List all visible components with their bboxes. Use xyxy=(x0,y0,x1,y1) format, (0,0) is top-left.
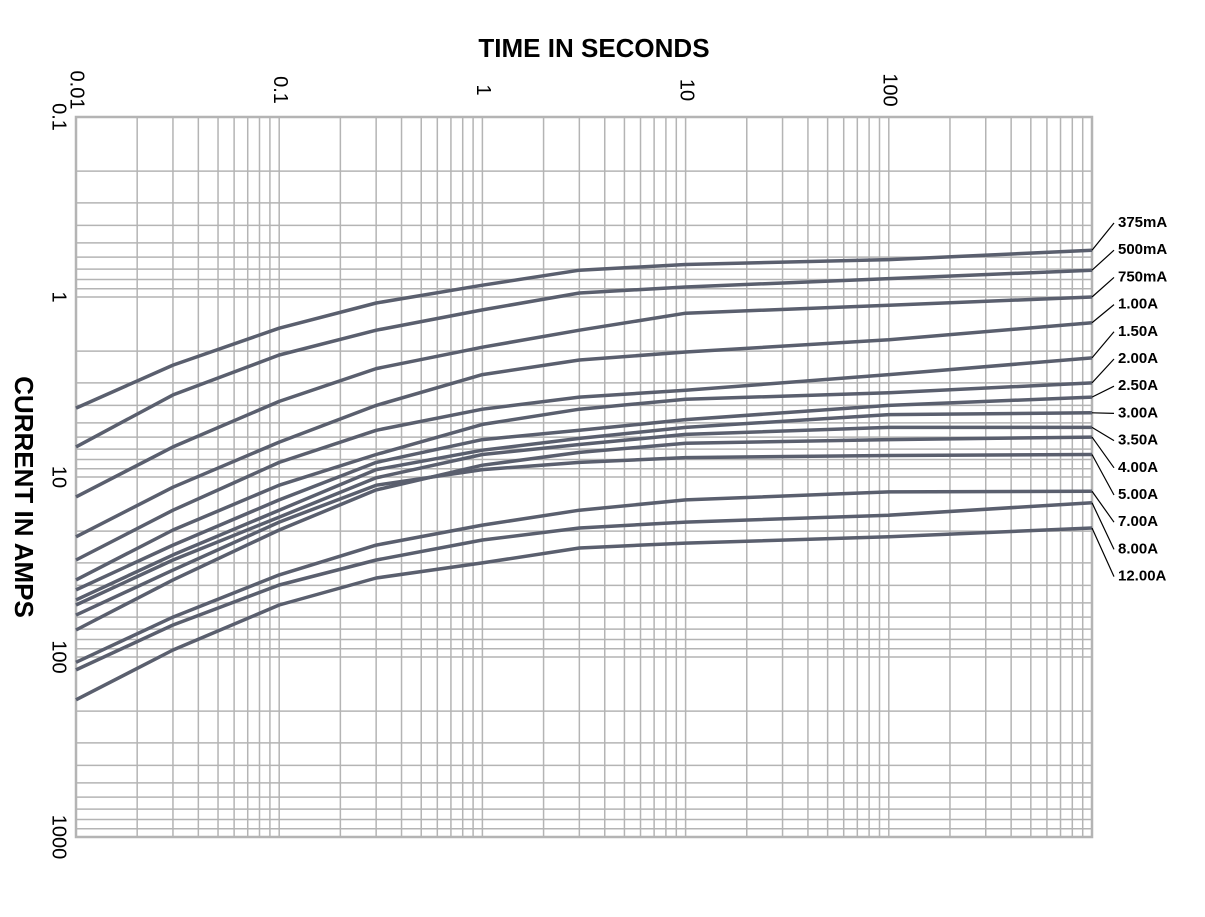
series-line xyxy=(75,248,1093,410)
leader-line xyxy=(1091,412,1115,414)
series-line xyxy=(75,356,1093,562)
leader-line xyxy=(1091,502,1115,550)
series-line xyxy=(75,425,1092,607)
y-tick-label: 0.1 xyxy=(48,103,70,131)
series-line xyxy=(75,381,1093,582)
series-line xyxy=(75,395,1093,592)
legend-label: 500mA xyxy=(1118,241,1167,258)
leader-line xyxy=(1091,222,1115,251)
legend-label: 1.00A xyxy=(1118,296,1158,313)
plot-frame xyxy=(74,115,1094,839)
leader-line xyxy=(1091,490,1115,523)
leader-line xyxy=(1091,331,1115,359)
series-line xyxy=(75,411,1093,602)
series-line xyxy=(75,489,1093,664)
leader-line xyxy=(1091,436,1115,469)
series-line xyxy=(75,320,1093,539)
series-line xyxy=(75,526,1093,702)
x-tick-label: 10 xyxy=(675,79,697,101)
legend-label: 5.00A xyxy=(1118,486,1158,503)
legend-label: 375mA xyxy=(1118,214,1167,231)
leader-line xyxy=(1091,527,1115,577)
y-tick-label: 100 xyxy=(48,640,70,673)
legend-label: 3.50A xyxy=(1118,432,1158,449)
chart-title: TIME IN SECONDS xyxy=(478,33,709,63)
series-line xyxy=(75,295,1093,499)
y-tick-label: 1 xyxy=(48,291,70,302)
legend-label: 7.00A xyxy=(1118,513,1158,530)
leader-line xyxy=(1091,249,1115,271)
legend-label: 12.00A xyxy=(1118,568,1167,585)
legend-label: 4.00A xyxy=(1118,459,1158,476)
legend-label: 8.00A xyxy=(1118,540,1158,557)
x-tick-label: 1 xyxy=(472,84,494,95)
x-tick-label: 0.1 xyxy=(269,76,291,104)
series-line xyxy=(75,500,1093,672)
leader-line xyxy=(1091,358,1115,384)
legend-label: 2.50A xyxy=(1118,377,1158,394)
x-tick-label: 0.01 xyxy=(66,71,88,110)
series-line xyxy=(75,268,1093,449)
leader-line xyxy=(1091,426,1115,442)
leader-line xyxy=(1091,304,1115,324)
leader-line xyxy=(1091,276,1115,298)
series-line xyxy=(75,435,1093,632)
y-axis-title: CURRENT IN AMPS xyxy=(9,376,39,618)
legend-label: 2.00A xyxy=(1118,350,1158,367)
series-line xyxy=(75,452,1093,617)
leader-line xyxy=(1091,454,1115,496)
legend-label: 750mA xyxy=(1118,268,1167,285)
leader-line xyxy=(1091,385,1115,398)
legend-label: 1.50A xyxy=(1118,323,1158,340)
x-tick-label: 100 xyxy=(879,73,901,106)
y-tick-label: 10 xyxy=(48,466,70,488)
legend-label: 3.00A xyxy=(1118,404,1158,421)
y-tick-label: 1000 xyxy=(48,815,70,860)
